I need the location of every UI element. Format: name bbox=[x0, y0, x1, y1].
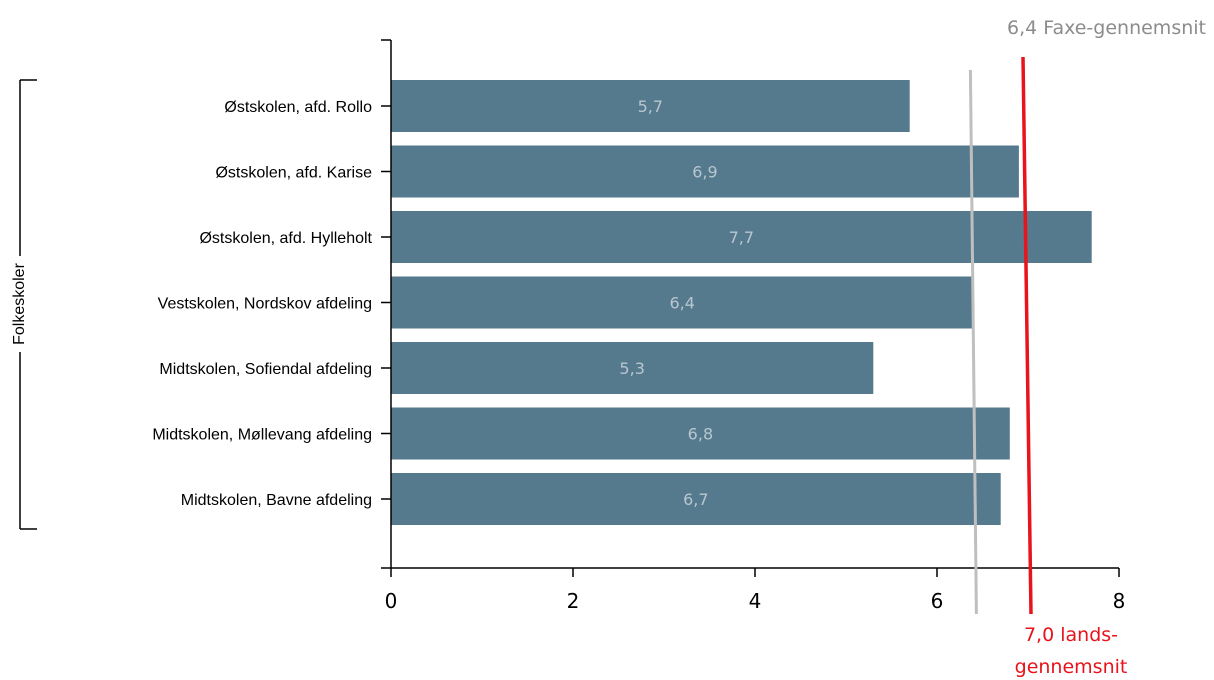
bar bbox=[391, 145, 1019, 198]
x-tick-label: 4 bbox=[749, 589, 762, 613]
bar-value-label: 6,4 bbox=[669, 294, 694, 313]
group-label: Folkeskoler bbox=[11, 262, 28, 344]
category-label: Vestskolen, Nordskov afdeling bbox=[158, 296, 372, 313]
category-label: Midtskolen, Bavne afdeling bbox=[181, 492, 372, 509]
reference-lines: 6,4 Faxe-gennemsnit 7,0 lands-gennemsnit bbox=[968, 17, 1206, 678]
category-label: Østskolen, afd. Hylleholt bbox=[199, 230, 372, 247]
bar bbox=[391, 80, 910, 132]
category-label: Midtskolen, Sofiendal afdeling bbox=[159, 361, 372, 378]
bar bbox=[391, 342, 874, 394]
x-tick-label: 6 bbox=[931, 589, 944, 613]
bar-value-label: 6,7 bbox=[683, 490, 708, 509]
national-average-label: gennemsnit bbox=[1015, 656, 1128, 678]
bar bbox=[391, 473, 1001, 525]
group-bracket bbox=[19, 79, 37, 530]
bar-value-label: 5,3 bbox=[619, 359, 644, 378]
axes bbox=[381, 39, 1119, 569]
x-tick-label: 2 bbox=[567, 589, 580, 613]
x-axis-ticks: 0 2 4 6 8 bbox=[385, 568, 1126, 613]
bar-value-label: 7,7 bbox=[729, 228, 754, 247]
bar bbox=[391, 211, 1092, 263]
bar-value-label: 6,9 bbox=[692, 163, 717, 182]
x-tick-label: 0 bbox=[385, 589, 398, 613]
bar bbox=[391, 276, 974, 329]
category-labels: Østskolen, afd. Rollo Østskolen, afd. Kar… bbox=[152, 99, 372, 509]
bar bbox=[391, 407, 1010, 460]
bar-value-labels: 5,7 6,9 7,7 6,4 5,3 6,8 6,7 bbox=[619, 97, 754, 509]
bar-value-label: 6,8 bbox=[688, 425, 713, 444]
national-average-label: 7,0 lands- bbox=[1024, 624, 1118, 646]
category-label: Midtskolen, Møllevang afdeling bbox=[152, 427, 372, 444]
category-label: Østskolen, afd. Rollo bbox=[224, 99, 372, 116]
category-label: Østskolen, afd. Karise bbox=[215, 165, 372, 182]
faxe-average-line bbox=[968, 69, 978, 615]
bars bbox=[391, 80, 1092, 525]
national-average-line bbox=[1021, 56, 1033, 615]
faxe-average-label: 6,4 Faxe-gennemsnit bbox=[1007, 17, 1206, 39]
bar-value-label: 5,7 bbox=[638, 97, 663, 116]
x-tick-label: 8 bbox=[1113, 589, 1126, 613]
